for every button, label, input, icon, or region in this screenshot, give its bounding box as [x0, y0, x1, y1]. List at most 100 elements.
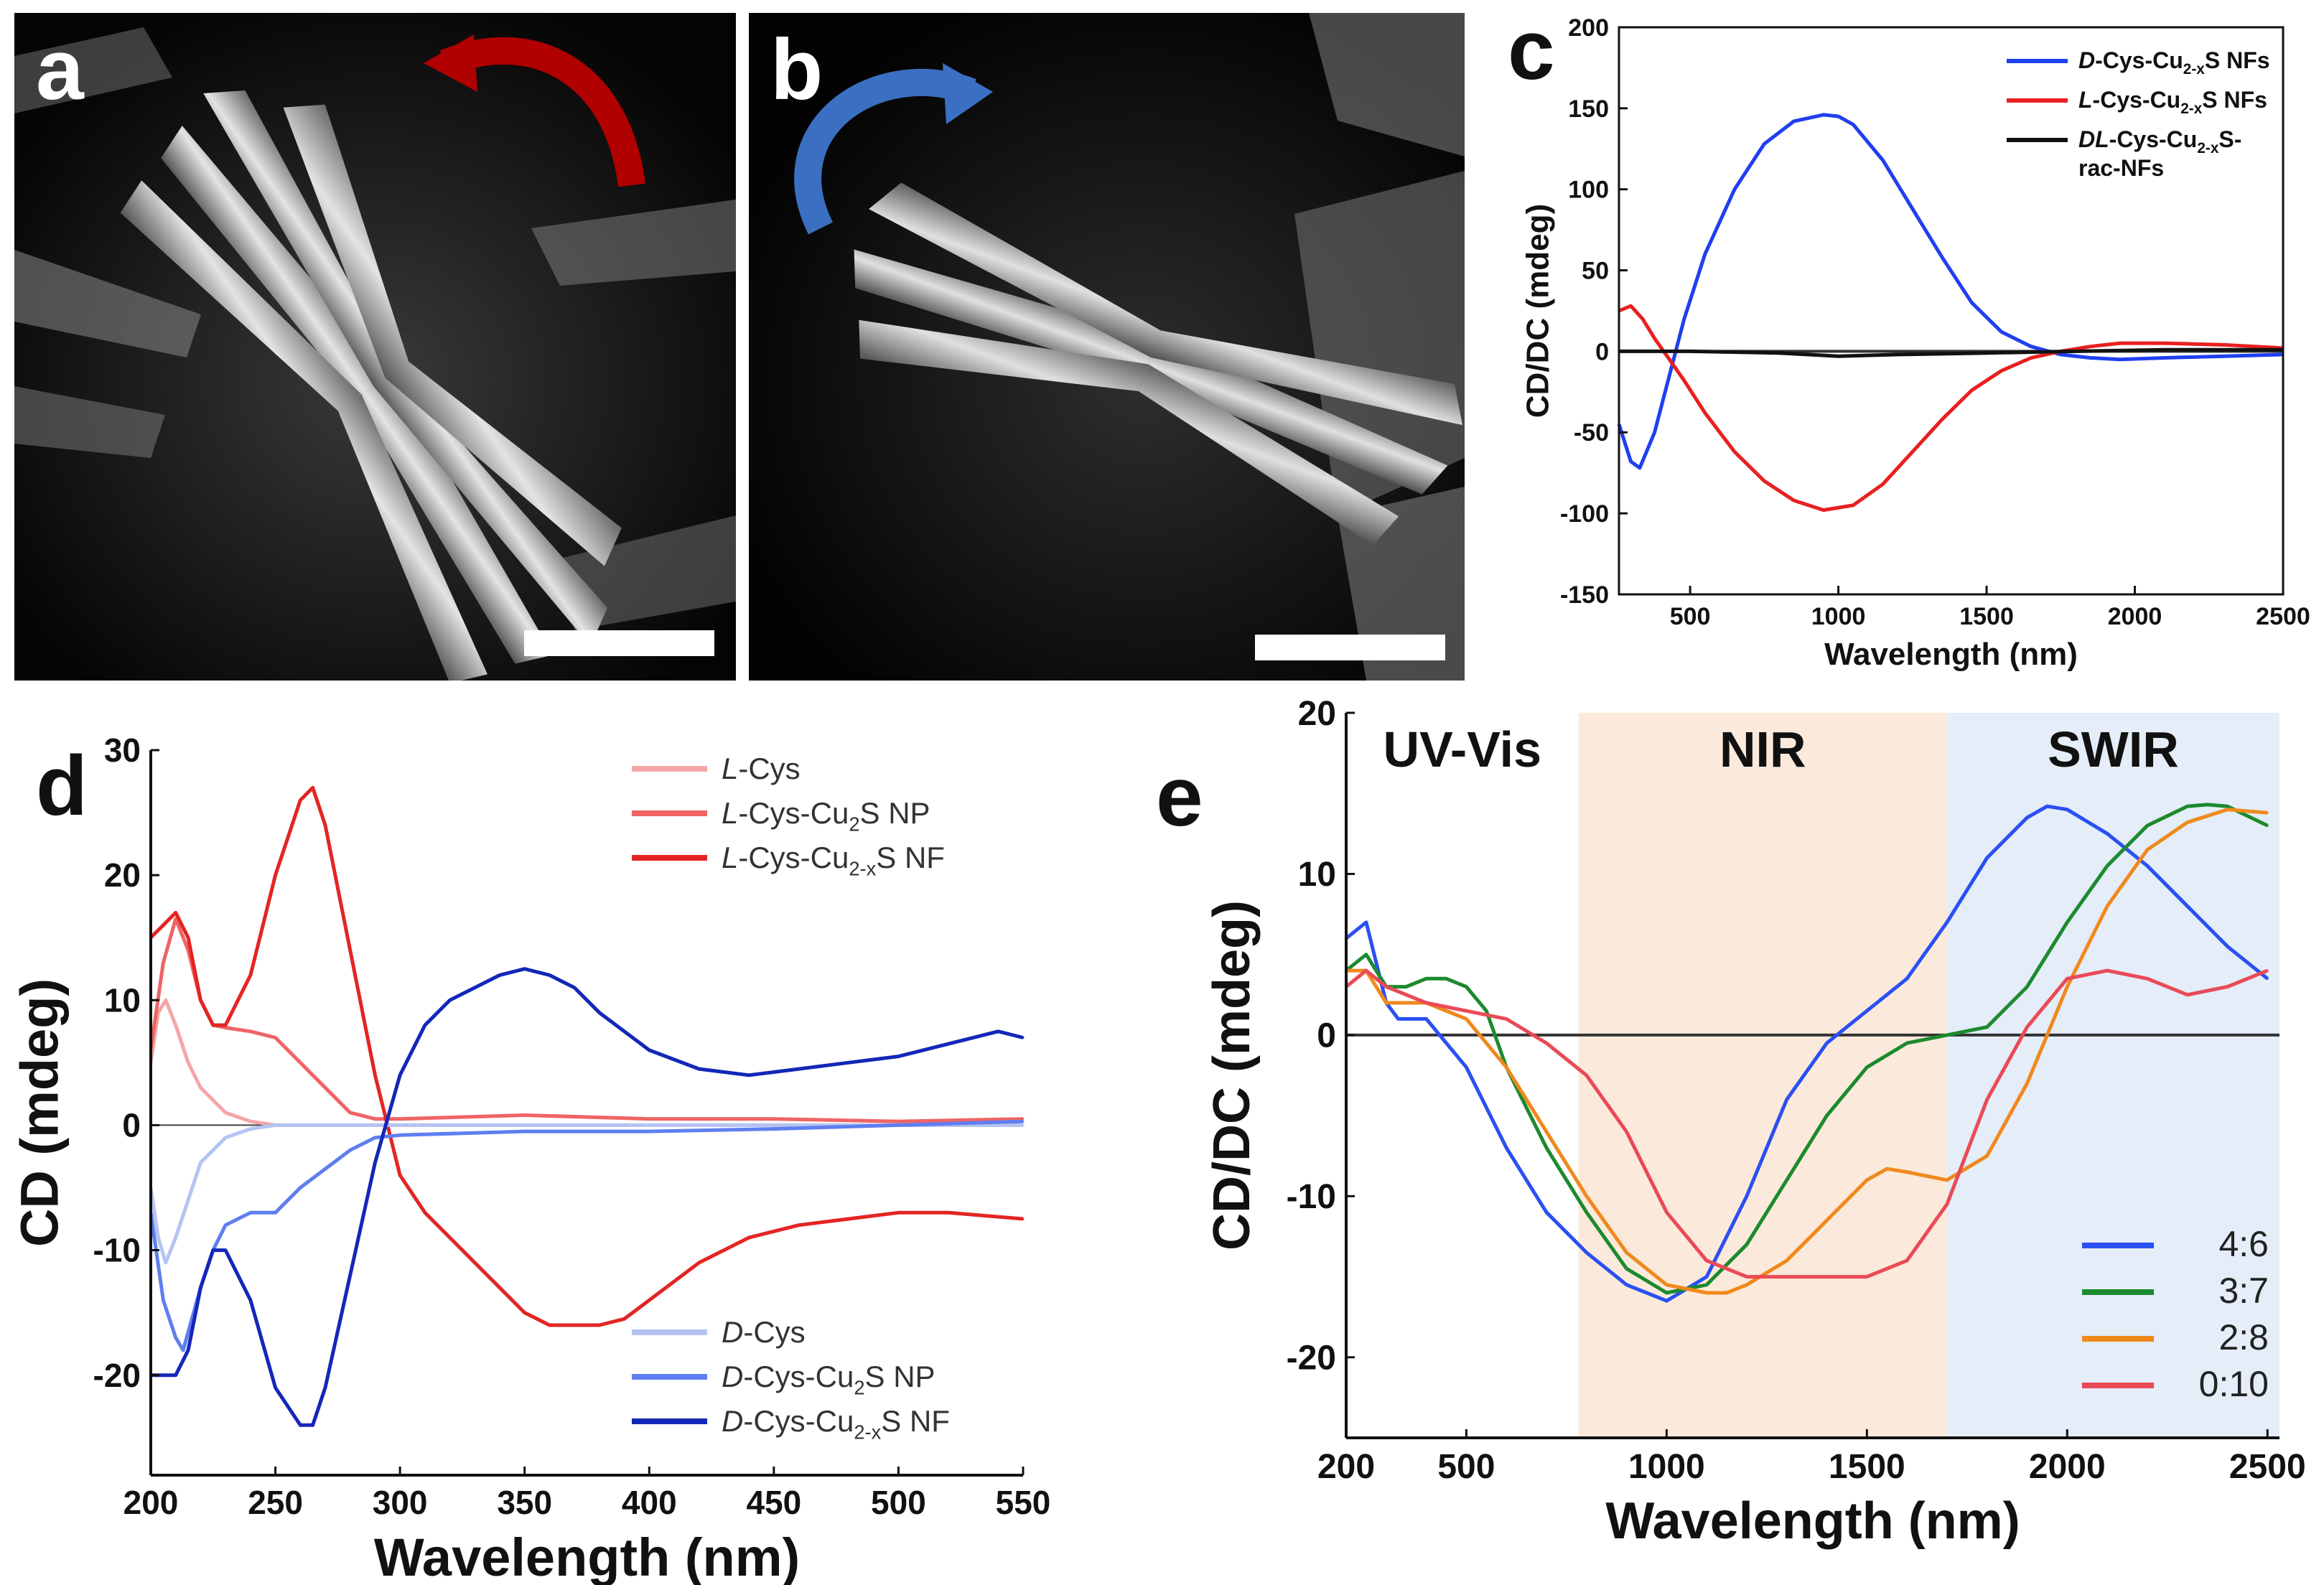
data-point [1837, 355, 1840, 357]
data-point [299, 1061, 302, 1064]
data-point [897, 1055, 900, 1058]
panel-letter-d: d [36, 739, 88, 833]
series-line-4 [149, 1123, 1023, 1265]
data-point [1465, 986, 1467, 988]
data-point [164, 999, 167, 1001]
data-point [349, 1149, 352, 1151]
data-point [249, 1120, 252, 1123]
x-axis-label: Wavelength (nm) [1824, 637, 2078, 672]
x-tick-label: 400 [622, 1484, 677, 1521]
data-point [473, 1261, 476, 1264]
data-point [573, 1324, 576, 1327]
data-point [1970, 301, 1973, 304]
data-point [2226, 986, 2229, 988]
legend-entry: 0:10 [2199, 1364, 2269, 1404]
sem-image-b: b [749, 13, 1465, 681]
data-point [212, 1249, 215, 1252]
region-label: NIR [1719, 721, 1806, 777]
data-point [224, 1027, 227, 1029]
data-point [2030, 356, 2033, 359]
data-point [947, 1211, 950, 1214]
data-point [1826, 1276, 1829, 1278]
data-point [1665, 1299, 1668, 1302]
data-point [299, 1423, 302, 1426]
data-point [2025, 1026, 2028, 1029]
data-point [523, 968, 526, 971]
y-tick-label: 30 [104, 731, 141, 769]
data-point [182, 1349, 185, 1352]
data-point [224, 1111, 227, 1114]
scale-bar-b [1255, 635, 1445, 660]
data-point [1826, 1114, 1829, 1117]
series-line-2 [1618, 304, 2284, 513]
data-point [1985, 352, 1988, 355]
data-point [2186, 821, 2189, 824]
data-point [1022, 1217, 1025, 1220]
data-point [2146, 824, 2149, 827]
data-point [2106, 969, 2109, 972]
clockwise-arrow-icon [439, 37, 645, 187]
data-point [249, 973, 252, 976]
legend-entry: D-Cys-Cu2-xS NFs [2078, 47, 2270, 78]
data-point [573, 986, 576, 989]
data-point [1882, 483, 1885, 486]
data-point [2206, 803, 2209, 806]
data-point [773, 1128, 775, 1131]
x-tick-label: 1000 [1628, 1448, 1705, 1486]
data-point [1653, 431, 1656, 434]
data-point [2000, 370, 2003, 373]
data-point [1882, 159, 1885, 162]
data-point [1665, 1284, 1668, 1286]
data-point [1689, 350, 1691, 352]
data-point [1585, 1251, 1588, 1254]
series-line-1 [149, 998, 1023, 1127]
data-point [1365, 969, 1368, 972]
data-point [648, 1299, 650, 1301]
data-point [1822, 113, 1825, 116]
data-point [2030, 345, 2033, 348]
data-point [373, 1136, 376, 1139]
data-point [2163, 342, 2166, 345]
panel-letter-c: c [1508, 3, 1555, 98]
data-point [1668, 374, 1671, 377]
y-axis-label: CD/DC (mdeg) [1203, 900, 1261, 1250]
data-point [174, 911, 177, 914]
data-point [1653, 337, 1656, 340]
data-point [274, 874, 277, 876]
x-tick-label: 500 [871, 1484, 926, 1521]
counterclockwise-arrow-icon [794, 68, 976, 235]
data-point [1745, 1276, 1748, 1278]
data-point [897, 1120, 900, 1123]
data-point [1630, 460, 1633, 463]
y-tick-label: -20 [93, 1357, 141, 1394]
x-tick-label: 200 [123, 1484, 179, 1521]
x-tick-label: 2500 [2229, 1448, 2306, 1486]
data-point [1733, 188, 1736, 191]
data-point [648, 1130, 650, 1133]
data-point [2186, 904, 2189, 907]
data-point [1946, 1203, 1949, 1206]
data-point [199, 1086, 202, 1089]
data-point [1941, 256, 1943, 259]
y-tick-label: -10 [1287, 1178, 1336, 1216]
data-point [174, 1374, 177, 1377]
data-point [847, 1061, 850, 1064]
data-point [1545, 1211, 1548, 1214]
data-point [747, 1236, 750, 1239]
data-point [162, 1374, 164, 1377]
y-tick-label: 200 [1568, 14, 1609, 42]
data-point [1786, 1098, 1788, 1101]
data-point [1585, 1074, 1588, 1077]
x-tick-label: 2500 [2256, 603, 2310, 630]
data-point [2146, 977, 2149, 980]
data-point [1022, 1037, 1025, 1039]
y-tick-label: 10 [104, 981, 141, 1019]
data-point [773, 1118, 775, 1121]
data-point [997, 1030, 999, 1033]
legend-entry: L-Cys [722, 752, 801, 785]
data-point [2025, 816, 2028, 819]
data-point [1793, 120, 1796, 123]
nanoflower-illustration-b [749, 13, 1465, 681]
data-point [2222, 343, 2225, 346]
x-tick-label: 500 [1670, 603, 1711, 630]
